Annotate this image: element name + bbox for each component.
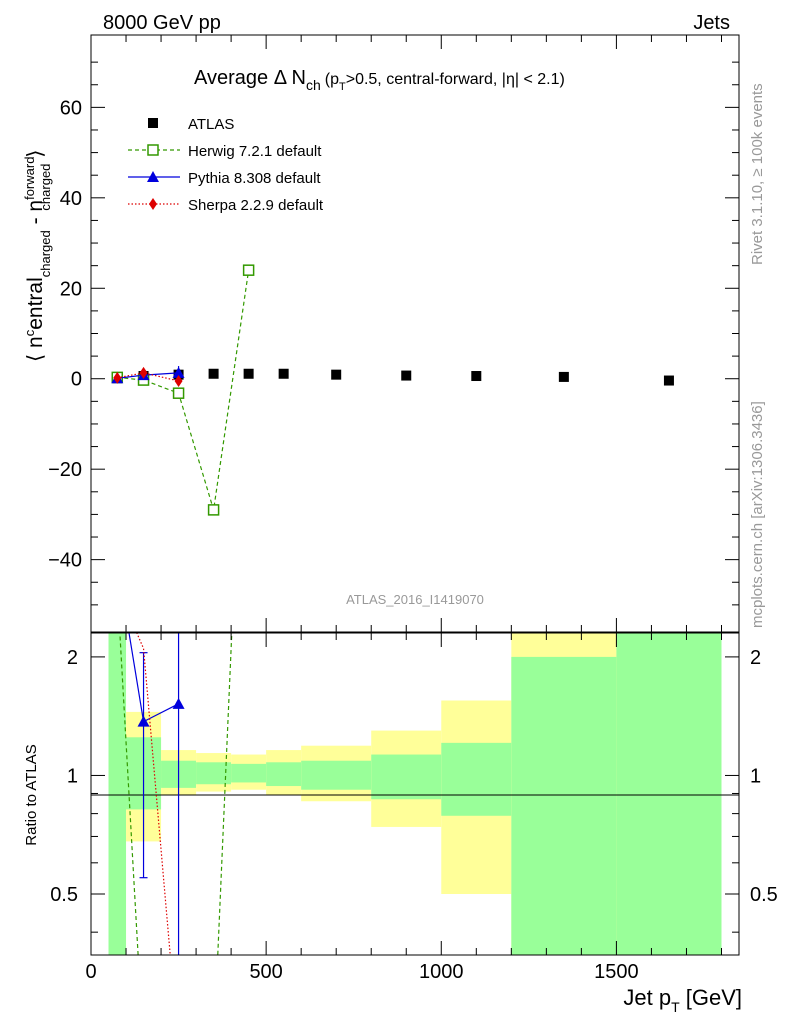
ratio-y-tick-label: 1 bbox=[67, 765, 78, 787]
y-tick-label: 40 bbox=[60, 188, 82, 210]
data-point-pythia bbox=[172, 366, 185, 378]
legend-label-herwig: Herwig 7.2.1 default bbox=[188, 143, 322, 160]
header-left: 8000 GeV pp bbox=[103, 12, 221, 34]
data-point-sherpa bbox=[113, 371, 122, 384]
ratio-plot-frame bbox=[90, 632, 740, 956]
x-tick-label: 1000 bbox=[419, 961, 464, 983]
y-tick-label: −20 bbox=[48, 459, 82, 481]
ratio-stat-band bbox=[511, 656, 617, 955]
data-point-atlas bbox=[331, 369, 342, 380]
ratio-line-herwig bbox=[119, 633, 233, 955]
x-tick-label: 500 bbox=[249, 961, 282, 983]
legend-item-herwig: Herwig 7.2.1 default bbox=[128, 143, 322, 160]
data-point-herwig bbox=[242, 264, 255, 276]
analysis-watermark: ATLAS_2016_I1419070 bbox=[346, 592, 484, 607]
data-point-atlas bbox=[663, 375, 674, 386]
data-point-atlas bbox=[243, 368, 254, 379]
data-point-atlas bbox=[208, 368, 219, 379]
ratio-y-tick-label: 2 bbox=[67, 647, 78, 669]
ratio-y-tick-label: 0.5 bbox=[50, 884, 78, 906]
ratio-point-pythia bbox=[137, 715, 150, 727]
x-tick-label: 0 bbox=[85, 961, 96, 983]
main-ticks bbox=[90, 35, 739, 632]
main-y-axis-label: ⟨ ncentralcharged - nforwardcharged ⟩ bbox=[22, 150, 53, 362]
legend-item-sherpa: Sherpa 2.2.9 default bbox=[128, 197, 324, 214]
y-tick-label: 60 bbox=[60, 97, 82, 119]
y-tick-label: 20 bbox=[60, 278, 82, 300]
data-point-herwig bbox=[207, 504, 220, 516]
ratio-uncertainty-bands bbox=[108, 633, 722, 955]
header-right: Jets bbox=[693, 12, 730, 34]
main-series bbox=[111, 264, 674, 516]
ratio-stat-band bbox=[231, 763, 267, 783]
ratio-stat-band bbox=[301, 760, 372, 790]
data-point-atlas bbox=[471, 371, 482, 382]
legend-marker-atlas bbox=[148, 118, 158, 128]
x-tick-label: 1500 bbox=[594, 961, 639, 983]
legend-label-atlas: ATLAS bbox=[188, 116, 234, 133]
y-tick-label: 0 bbox=[71, 369, 82, 391]
ratio-series bbox=[119, 633, 233, 955]
data-point-herwig bbox=[172, 387, 185, 399]
ratio-y-tick-label-right: 0.5 bbox=[750, 884, 778, 906]
legend-marker-sherpa bbox=[149, 198, 157, 210]
legend-item-atlas: ATLAS bbox=[148, 116, 234, 133]
main-panel: −40 −20 0 20 40 60 Average Δ Nch (pT>0.5, cent… bbox=[22, 34, 740, 633]
legend-label-sherpa: Sherpa 2.2.9 default bbox=[188, 197, 324, 214]
data-point-atlas bbox=[278, 368, 289, 379]
ratio-panel: 0.5 0.5 1 1 2 2 0 500 1000 1500 Ratio to ATLAS Je… bbox=[23, 632, 778, 1015]
rivet-label: Rivet 3.1.10, ≥ 100k events bbox=[749, 83, 766, 265]
ratio-stat-band bbox=[196, 762, 232, 785]
ratio-stat-band bbox=[371, 754, 442, 800]
ratio-stat-band bbox=[266, 762, 302, 787]
ratio-stat-band bbox=[616, 633, 722, 955]
legend-marker-herwig bbox=[147, 144, 159, 156]
ratio-point-pythia bbox=[172, 697, 185, 709]
x-axis-label: Jet pT [GeV] bbox=[623, 985, 742, 1015]
ratio-tick-labels: 0.5 0.5 1 1 2 2 0 500 1000 1500 bbox=[50, 647, 778, 983]
legend-marker-pythia bbox=[147, 171, 159, 182]
ratio-y-axis-label: Ratio to ATLAS bbox=[23, 744, 40, 845]
data-point-sherpa bbox=[174, 374, 183, 387]
ratio-y-tick-label-right: 2 bbox=[750, 647, 761, 669]
data-point-atlas bbox=[401, 370, 412, 381]
legend: ATLAS Herwig 7.2.1 default Pythia 8.308 … bbox=[128, 116, 324, 214]
legend-label-pythia: Pythia 8.308 default bbox=[188, 170, 321, 187]
main-y-tick-labels: −40 −20 0 20 40 60 bbox=[48, 97, 82, 571]
ratio-ticks bbox=[90, 633, 739, 955]
legend-item-pythia: Pythia 8.308 default bbox=[128, 170, 321, 187]
data-point-atlas bbox=[558, 371, 569, 382]
ratio-stat-band bbox=[441, 742, 512, 816]
ratio-y-tick-label-right: 1 bbox=[750, 765, 761, 787]
mcplots-label: mcplots.cern.ch [arXiv:1306.3436] bbox=[749, 401, 766, 628]
chart-title: Average Δ Nch (pT>0.5, central-forward, |… bbox=[194, 67, 565, 93]
ratio-stat-band bbox=[108, 633, 127, 955]
data-point-sherpa bbox=[139, 366, 148, 379]
y-tick-label: −40 bbox=[48, 550, 82, 572]
